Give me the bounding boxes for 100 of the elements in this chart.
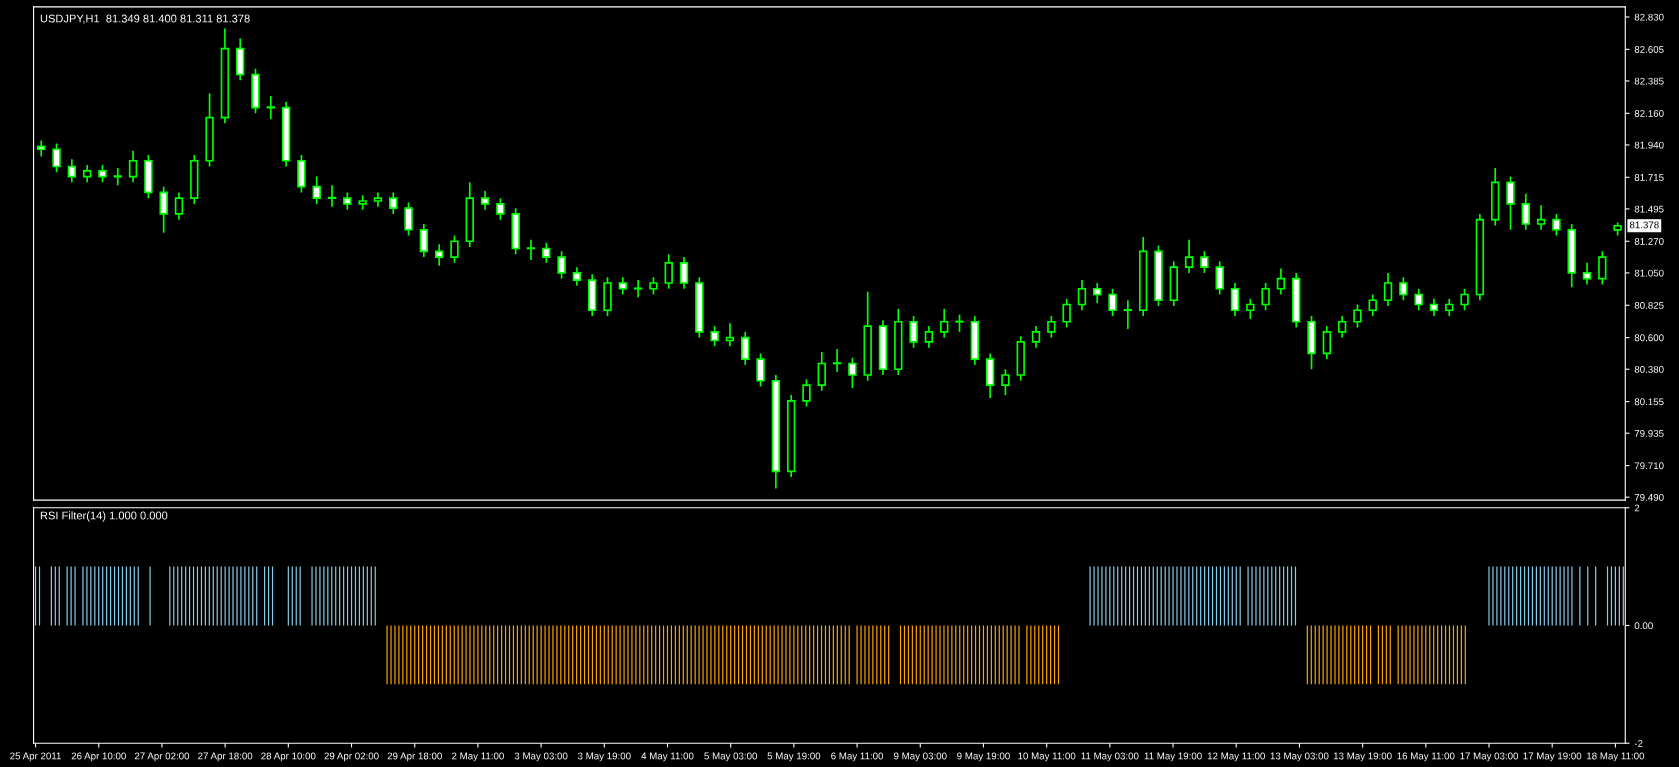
x-tick-label: 27 Apr 18:00 <box>198 752 253 762</box>
candlestick <box>679 256 689 290</box>
x-tick-label: 18 May 11:00 <box>1587 752 1645 762</box>
candlestick <box>312 175 321 205</box>
candlestick <box>542 241 551 264</box>
candlestick <box>832 348 842 373</box>
candlestick <box>1246 297 1255 320</box>
candlestick <box>817 351 826 392</box>
x-tick-label: 9 May 03:00 <box>893 752 947 762</box>
y-tick-label: 81.715 <box>1634 174 1664 181</box>
chart-title: RSI Filter(14) 1.000 0.000 <box>40 511 168 522</box>
y-tick-label: 80.380 <box>1634 365 1664 373</box>
x-tick-label: 11 May 19:00 <box>1144 752 1202 762</box>
candlestick <box>741 331 750 366</box>
candlestick <box>389 191 398 215</box>
candlestick <box>633 279 643 299</box>
candlestick <box>1215 260 1224 296</box>
candlestick <box>113 167 122 187</box>
y-tick-label: 2 <box>1634 504 1640 512</box>
candlestick <box>1200 250 1209 274</box>
candlestick <box>434 243 444 267</box>
candlestick <box>1062 297 1071 329</box>
candlestick <box>1536 204 1546 231</box>
x-tick-label: 2 May 11:00 <box>452 752 504 762</box>
candlestick <box>1506 175 1515 231</box>
candlestick <box>909 315 918 349</box>
x-tick-label: 3 May 03:00 <box>514 752 568 762</box>
candlestick <box>1276 267 1286 296</box>
candlestick <box>572 266 582 287</box>
y-tick-label: 81.495 <box>1634 205 1664 213</box>
x-tick-label: 10 May 11:00 <box>1018 752 1076 762</box>
candlestick <box>1414 287 1423 312</box>
text: USDJPY,H1 81.349 81.400 81.311 81.378 <box>40 14 250 24</box>
candlestick <box>1123 299 1133 330</box>
y-tick-label: 79.490 <box>1634 493 1664 501</box>
candlestick <box>1001 368 1010 396</box>
candlestick <box>67 158 77 184</box>
x-tick-label: 3 May 19:00 <box>577 752 631 762</box>
y-tick-label: 0.00 <box>1634 622 1653 630</box>
candlestick <box>1598 250 1607 286</box>
candlestick <box>1261 282 1270 312</box>
candlestick <box>266 95 276 120</box>
candlestick <box>802 378 811 408</box>
y-tick-label: 79.710 <box>1634 462 1664 470</box>
y-tick-label: -2 <box>1634 739 1643 747</box>
x-tick-label: 5 May 03:00 <box>704 752 758 762</box>
x-tick-label: 13 May 03:00 <box>1270 752 1329 762</box>
y-tick-label: 80.600 <box>1634 334 1664 342</box>
candlestick <box>664 253 673 290</box>
candlestick <box>480 190 490 211</box>
y-tick-label: 79.935 <box>1634 429 1664 437</box>
x-tick-label: 17 May 19:00 <box>1523 752 1582 762</box>
candlestick <box>450 234 459 264</box>
candlestick <box>1460 287 1469 312</box>
candlestick <box>1582 262 1592 286</box>
y-tick-label: 82.385 <box>1634 77 1664 85</box>
candlestick <box>1399 276 1408 302</box>
x-tick-label: 12 May 11:00 <box>1207 752 1265 762</box>
candlestick <box>924 325 934 349</box>
x-tick-label: 5 May 19:00 <box>767 752 821 762</box>
candlestick <box>174 191 184 221</box>
x-tick-label: 6 May 11:00 <box>831 752 884 762</box>
candlestick <box>1322 325 1332 361</box>
x-tick-label: 17 May 03:00 <box>1460 752 1519 762</box>
x-tick-label: 16 May 11:00 <box>1397 752 1455 762</box>
candlestick <box>159 185 168 234</box>
candlestick <box>725 322 735 348</box>
x-tick-label: 13 May 19:00 <box>1333 752 1392 762</box>
y-tick-label: 82.830 <box>1634 13 1664 21</box>
candlestick <box>327 184 337 208</box>
candlestick <box>1230 282 1240 317</box>
candlestick <box>756 352 765 388</box>
y-tick-label: 81.050 <box>1634 269 1664 277</box>
candlestick <box>557 250 566 280</box>
candlestick <box>1353 303 1362 329</box>
candlestick <box>496 197 505 221</box>
candlestick <box>1383 272 1393 307</box>
x-tick-label: 29 Apr 02:00 <box>324 752 379 762</box>
candlestick <box>940 308 949 339</box>
candlestick <box>1184 238 1194 274</box>
x-tick-label: 26 Apr 10:00 <box>71 752 126 762</box>
candlestick <box>526 238 536 261</box>
y-tick-label: 82.160 <box>1634 110 1664 117</box>
x-tick-label: 11 May 03:00 <box>1081 752 1139 762</box>
candlestick <box>419 223 429 258</box>
candlestick <box>52 142 61 174</box>
candlestick <box>1552 213 1561 237</box>
x-tick-label: 29 Apr 18:00 <box>387 752 442 762</box>
y-tick-label: 80.825 <box>1634 301 1664 309</box>
y-tick-label: 81.270 <box>1634 238 1664 245</box>
candlestick <box>404 201 413 237</box>
y-tick-label: 82.605 <box>1634 46 1664 53</box>
candlestick <box>1093 282 1102 304</box>
candlestick <box>1108 287 1117 317</box>
candlestick <box>1077 279 1087 312</box>
x-tick-label: 27 Apr 02:00 <box>134 752 190 762</box>
y-tick-label: 80.155 <box>1634 398 1664 406</box>
x-tick-label: 9 May 19:00 <box>957 752 1010 762</box>
candlestick <box>848 356 857 389</box>
y-tick-label: 81.940 <box>1634 141 1664 149</box>
